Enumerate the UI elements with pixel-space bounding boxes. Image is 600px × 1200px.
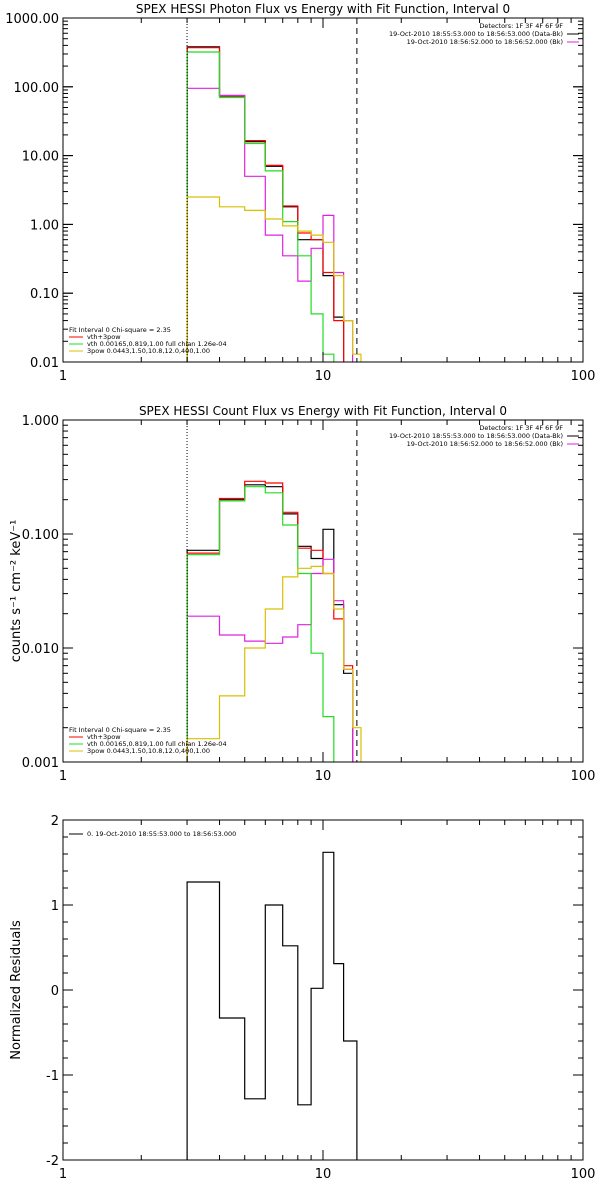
y-tick-label: 2 [51, 814, 59, 829]
plot-area [186, 851, 358, 1160]
legend-entry: vth+3pow [87, 733, 121, 741]
series-powerlaw [186, 565, 362, 762]
y-tick-label: 1.00 [30, 218, 59, 233]
legend-entry: vth 0.00165,0.819,1.00 full chian 1.26e-… [87, 340, 227, 348]
y-tick-label: 0.001 [22, 756, 59, 771]
y-tick-label: 10.00 [22, 150, 59, 165]
legend-entry: Detectors: 1F 3F 4F 6F 9F [479, 424, 563, 432]
legend-entry: vth 0.00165,0.819,1.00 full chian 1.26e-… [87, 740, 227, 748]
x-tick-label: 10 [315, 1167, 332, 1182]
count-flux-panel: SPEX HESSI Count Flux vs Energy with Fit… [9, 404, 595, 784]
x-tick-label: 100 [571, 369, 596, 384]
series-powerlaw [186, 196, 362, 362]
y-tick-label: -1 [46, 1069, 59, 1084]
y-axis-label: counts s⁻¹ cm⁻² keV⁻¹ [9, 520, 24, 663]
series-background [186, 558, 354, 762]
y-tick-label: 0 [51, 984, 59, 999]
legend-entry: 3pow 0.0443,1.50,10.8,12.0,400,1.00 [87, 747, 210, 755]
legend-entry: Fit Interval 0 Chi-square = 2.35 [69, 726, 171, 734]
x-tick-label: 10 [315, 369, 332, 384]
series-residuals [186, 851, 358, 1160]
series-thermal [186, 486, 335, 762]
x-tick-label: 100 [571, 769, 596, 784]
y-tick-label: 1 [51, 899, 59, 914]
y-tick-label: 0.100 [22, 528, 59, 543]
x-tick-label: 1 [59, 769, 67, 784]
legend-entry: 0. 19-Oct-2010 18:55:53.000 to 18:56:53.… [87, 830, 236, 838]
series-data [186, 484, 354, 762]
x-tick-label: 1 [59, 1167, 67, 1182]
photon-flux-panel: SPEX HESSI Photon Flux vs Energy with Fi… [5, 2, 595, 384]
legend-entry: 19-Oct-2010 18:55:53.000 to 18:56:53.000… [389, 30, 563, 38]
legend-entry: 19-Oct-2010 18:56:52.000 to 18:56:52.000… [407, 440, 563, 448]
plot-area [186, 46, 362, 362]
y-axis-label: Normalized Residuals [9, 920, 24, 1060]
x-tick-label: 100 [571, 1167, 596, 1182]
legend-entry: Detectors: 1F 3F 4F 6F 9F [479, 22, 563, 30]
chart-title: SPEX HESSI Count Flux vs Energy with Fit… [139, 404, 507, 418]
series-model [186, 480, 354, 762]
legend-entry: 19-Oct-2010 18:56:52.000 to 18:56:52.000… [407, 38, 563, 46]
axes-frame [62, 17, 584, 363]
x-tick-label: 1 [59, 369, 67, 384]
y-tick-label: 1.000 [22, 414, 59, 429]
y-tick-label: 0.10 [30, 287, 59, 302]
y-tick-label: -2 [46, 1154, 59, 1169]
series-background [186, 87, 354, 362]
legend-entry: 3pow 0.0443,1.50,10.8,12.0,400,1.00 [87, 347, 210, 355]
legend-entry: vth+3pow [87, 333, 121, 341]
legend-entry: 19-Oct-2010 18:55:53.000 to 18:56:53.000… [389, 432, 563, 440]
y-tick-label: 1000.00 [5, 12, 59, 27]
y-tick-label: 100.00 [14, 81, 60, 96]
chart-title: SPEX HESSI Photon Flux vs Energy with Fi… [136, 2, 510, 16]
x-tick-label: 10 [315, 769, 332, 784]
legend-entry: Fit Interval 0 Chi-square = 2.35 [69, 326, 171, 334]
plot-area [186, 480, 362, 762]
y-tick-label: 0.01 [30, 356, 59, 371]
y-tick-label: 0.010 [22, 642, 59, 657]
